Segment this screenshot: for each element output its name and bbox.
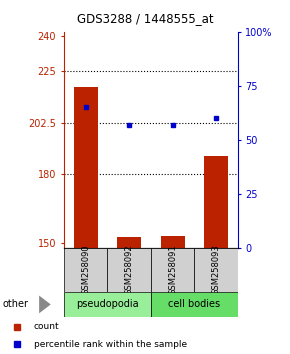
Bar <box>151 292 238 317</box>
Text: other: other <box>3 299 29 309</box>
Text: pseudopodia: pseudopodia <box>76 299 139 309</box>
Bar <box>204 156 228 248</box>
Bar <box>74 87 97 248</box>
Text: GSM258093: GSM258093 <box>211 245 221 295</box>
Text: count: count <box>34 322 59 331</box>
Bar <box>64 292 151 317</box>
Text: GSM258091: GSM258091 <box>168 245 177 295</box>
Text: cell bodies: cell bodies <box>168 299 220 309</box>
Polygon shape <box>39 296 51 313</box>
Bar <box>161 236 184 248</box>
Text: GDS3288 / 1448555_at: GDS3288 / 1448555_at <box>77 12 213 25</box>
Bar <box>151 248 194 292</box>
Text: GSM258090: GSM258090 <box>81 245 90 295</box>
Text: GSM258092: GSM258092 <box>124 245 134 295</box>
Bar <box>117 238 141 248</box>
Bar <box>107 248 151 292</box>
Text: percentile rank within the sample: percentile rank within the sample <box>34 339 187 349</box>
Bar <box>194 248 238 292</box>
Bar <box>64 248 107 292</box>
